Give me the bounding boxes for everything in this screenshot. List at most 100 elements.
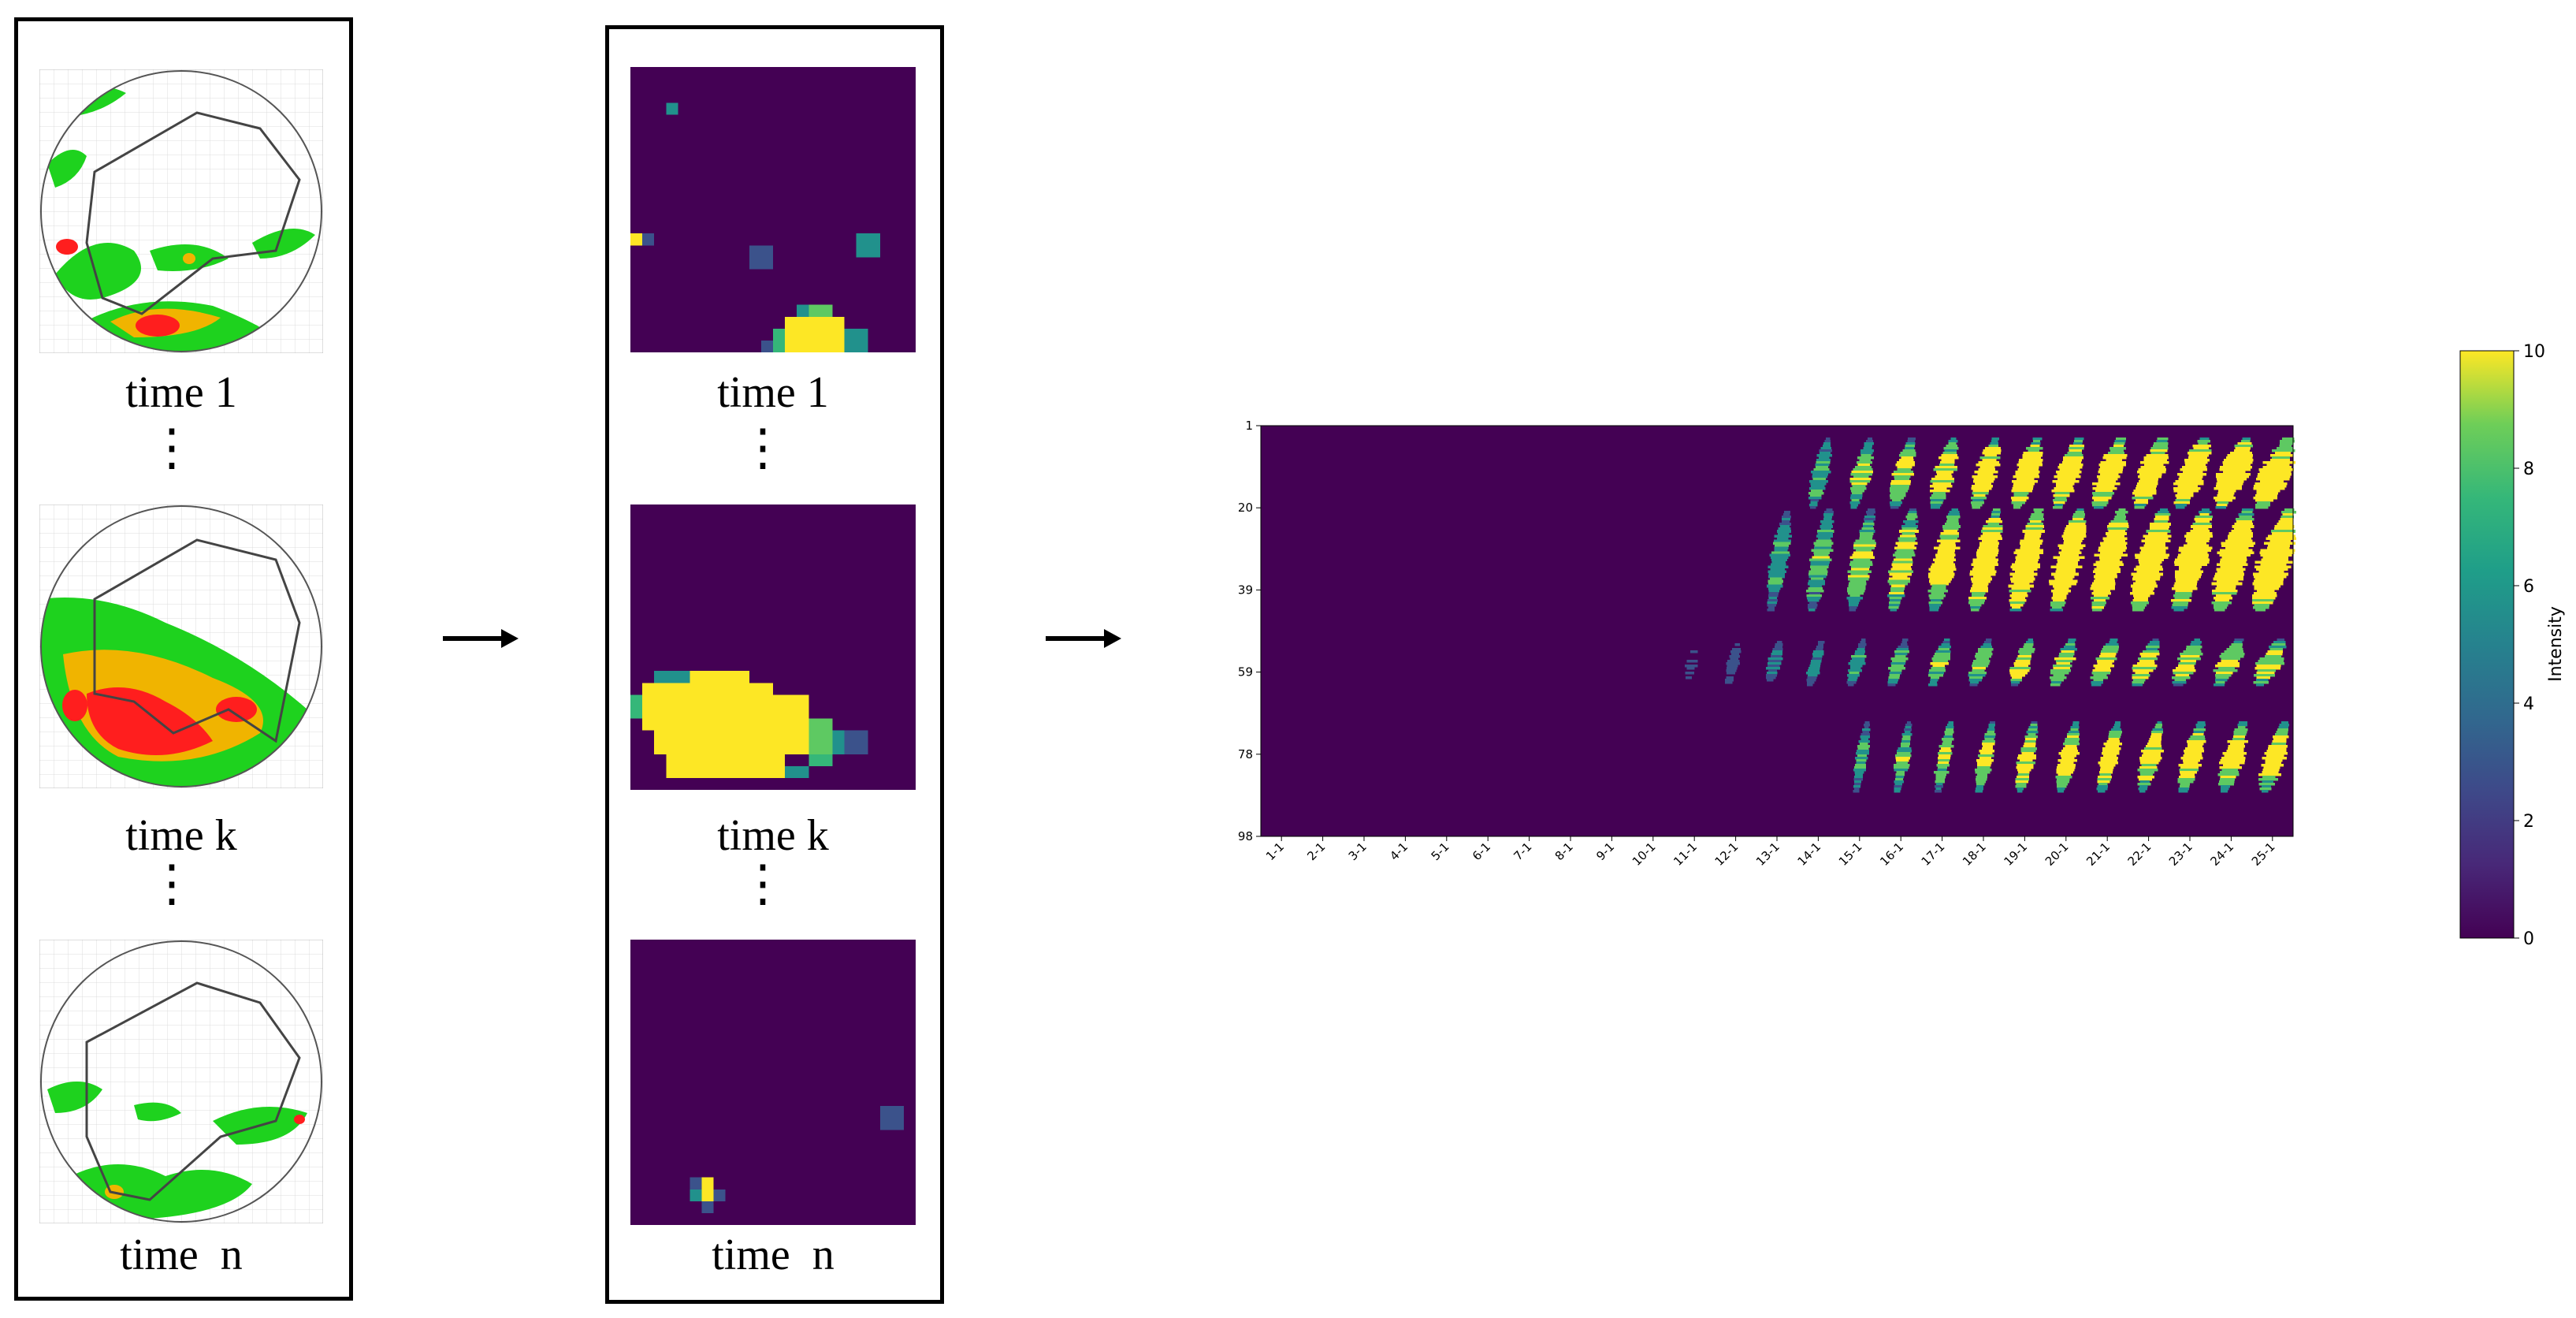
- heatmap-cell: [2132, 605, 2145, 609]
- heatmap-cell: [2231, 643, 2243, 646]
- heatmap-cell: [2016, 783, 2027, 786]
- heatmap-cell: [2010, 565, 2040, 569]
- x-tick-label: 15-1: [1836, 840, 1865, 869]
- heatmap-cell: [1970, 603, 1982, 607]
- heatmap-cell: [1820, 520, 1834, 523]
- heatmap-cell: [1970, 681, 1979, 684]
- heatmap-cell: [2025, 641, 2034, 644]
- heatmap-cell: [1864, 442, 1874, 445]
- heatmap-cell: [1812, 473, 1828, 476]
- heatmap-cell: [1987, 731, 1994, 734]
- heatmap-cell: [1808, 570, 1828, 574]
- heatmap-cell: [1816, 646, 1823, 649]
- radar-image-time-1: [39, 69, 323, 353]
- heatmap-cell: [1768, 586, 1781, 590]
- heatmap-cell: [1968, 672, 1987, 675]
- heatmap-cell: [2050, 565, 2083, 569]
- heatmap-cell: [2193, 728, 2206, 732]
- heatmap-cell: [2095, 657, 2117, 661]
- heatmap-cell: [1768, 565, 1789, 569]
- heatmap-cell: [1808, 591, 1820, 595]
- heatmap-cell: [1730, 657, 1738, 661]
- heatmap-cell: [1972, 475, 1998, 478]
- heatmap-cell: [2146, 454, 2169, 457]
- heatmap-cell: [2050, 683, 2061, 687]
- heatmap-cell: [1806, 679, 1816, 682]
- heatmap-cell: [1894, 551, 1915, 555]
- heatmap-cell: [1902, 520, 1919, 523]
- grid-image-time-k: [630, 504, 916, 790]
- heatmap-cell: [1935, 783, 1943, 786]
- heatmap-cell: [2020, 546, 2040, 549]
- heatmap-cell: [1768, 605, 1775, 609]
- heatmap-cell: [2215, 674, 2232, 677]
- heatmap-cell: [1991, 437, 2000, 441]
- heatmap-cell: [1984, 738, 1994, 741]
- heatmap-cell: [1887, 681, 1898, 684]
- heatmap-cell: [1811, 660, 1822, 663]
- heatmap-cell: [1850, 504, 1858, 507]
- heatmap-cell: [2193, 447, 2209, 450]
- heatmap-cell: [1776, 530, 1791, 533]
- radar-caption-time-n: time n: [120, 1231, 243, 1279]
- heatmap-cell: [1931, 563, 1956, 567]
- heatmap-cell: [1848, 662, 1866, 665]
- heatmap-cell: [2226, 648, 2243, 651]
- heatmap-cell: [1807, 674, 1818, 677]
- heatmap-cell: [2251, 601, 2273, 605]
- heatmap-cell: [1854, 771, 1864, 774]
- heatmap-cell: [1894, 783, 1902, 786]
- colorbar-tick-label: 4: [2523, 694, 2534, 714]
- heatmap-cell: [1976, 464, 2001, 467]
- heatmap-cell: [2149, 523, 2171, 526]
- heatmap-cell: [2090, 676, 2109, 679]
- heatmap-cell: [1896, 771, 1905, 774]
- heatmap-cell: [2054, 504, 2063, 507]
- heatmap-cell: [2183, 750, 2205, 753]
- heatmap-cell: [1935, 773, 1947, 776]
- heatmap-cell: [1934, 790, 1942, 793]
- heatmap-cell: [2137, 783, 2151, 786]
- heatmap-cell: [1857, 461, 1872, 464]
- heatmap-cell: [2256, 568, 2288, 572]
- heatmap-cell: [1901, 733, 1912, 736]
- heatmap-cell: [1988, 726, 1995, 729]
- heatmap-cell: [1977, 761, 1992, 765]
- heatmap-cell: [1726, 676, 1734, 679]
- heatmap-cell: [2215, 506, 2227, 509]
- heatmap-cell: [1932, 665, 1946, 668]
- heatmap-cell: [1846, 681, 1857, 684]
- heatmap-cell: [2105, 643, 2119, 646]
- heatmap-cell: [1771, 650, 1782, 653]
- heatmap-cell: [2132, 598, 2149, 602]
- heatmap-cell: [2174, 575, 2201, 579]
- heatmap-cell: [2061, 534, 2087, 538]
- heatmap-cell: [1781, 516, 1792, 519]
- heatmap-cell: [2139, 653, 2160, 656]
- heatmap-cell: [2216, 504, 2228, 507]
- heatmap-cell: [1971, 485, 1993, 488]
- heatmap-cell: [1847, 589, 1865, 593]
- heatmap-cell: [2199, 513, 2210, 516]
- heatmap-cell: [2056, 780, 2069, 784]
- heatmap-cell: [2177, 473, 2207, 476]
- x-tick-label: 16-1: [1877, 840, 1906, 869]
- heatmap-cell: [2183, 761, 2199, 765]
- heatmap-cell: [2216, 563, 2248, 567]
- heatmap-cell: [2152, 639, 2159, 642]
- heatmap-cell: [2139, 759, 2161, 762]
- heatmap-cell: [2240, 440, 2251, 443]
- heatmap-cell: [2028, 733, 2036, 736]
- heatmap-cell: [1892, 560, 1913, 564]
- heatmap-cell: [1930, 480, 1954, 483]
- heatmap-cell: [2092, 482, 2121, 486]
- heatmap-cell: [2057, 785, 2067, 788]
- heatmap-cell: [2093, 665, 2114, 668]
- heatmap-cell: [2154, 726, 2162, 729]
- heatmap-cell: [1931, 667, 1946, 670]
- heatmap-cell: [1686, 667, 1695, 670]
- heatmap-cell: [1894, 764, 1910, 767]
- heatmap-cell: [2273, 735, 2289, 739]
- heatmap-cell: [1977, 764, 1991, 767]
- heatmap-cell: [2278, 520, 2294, 523]
